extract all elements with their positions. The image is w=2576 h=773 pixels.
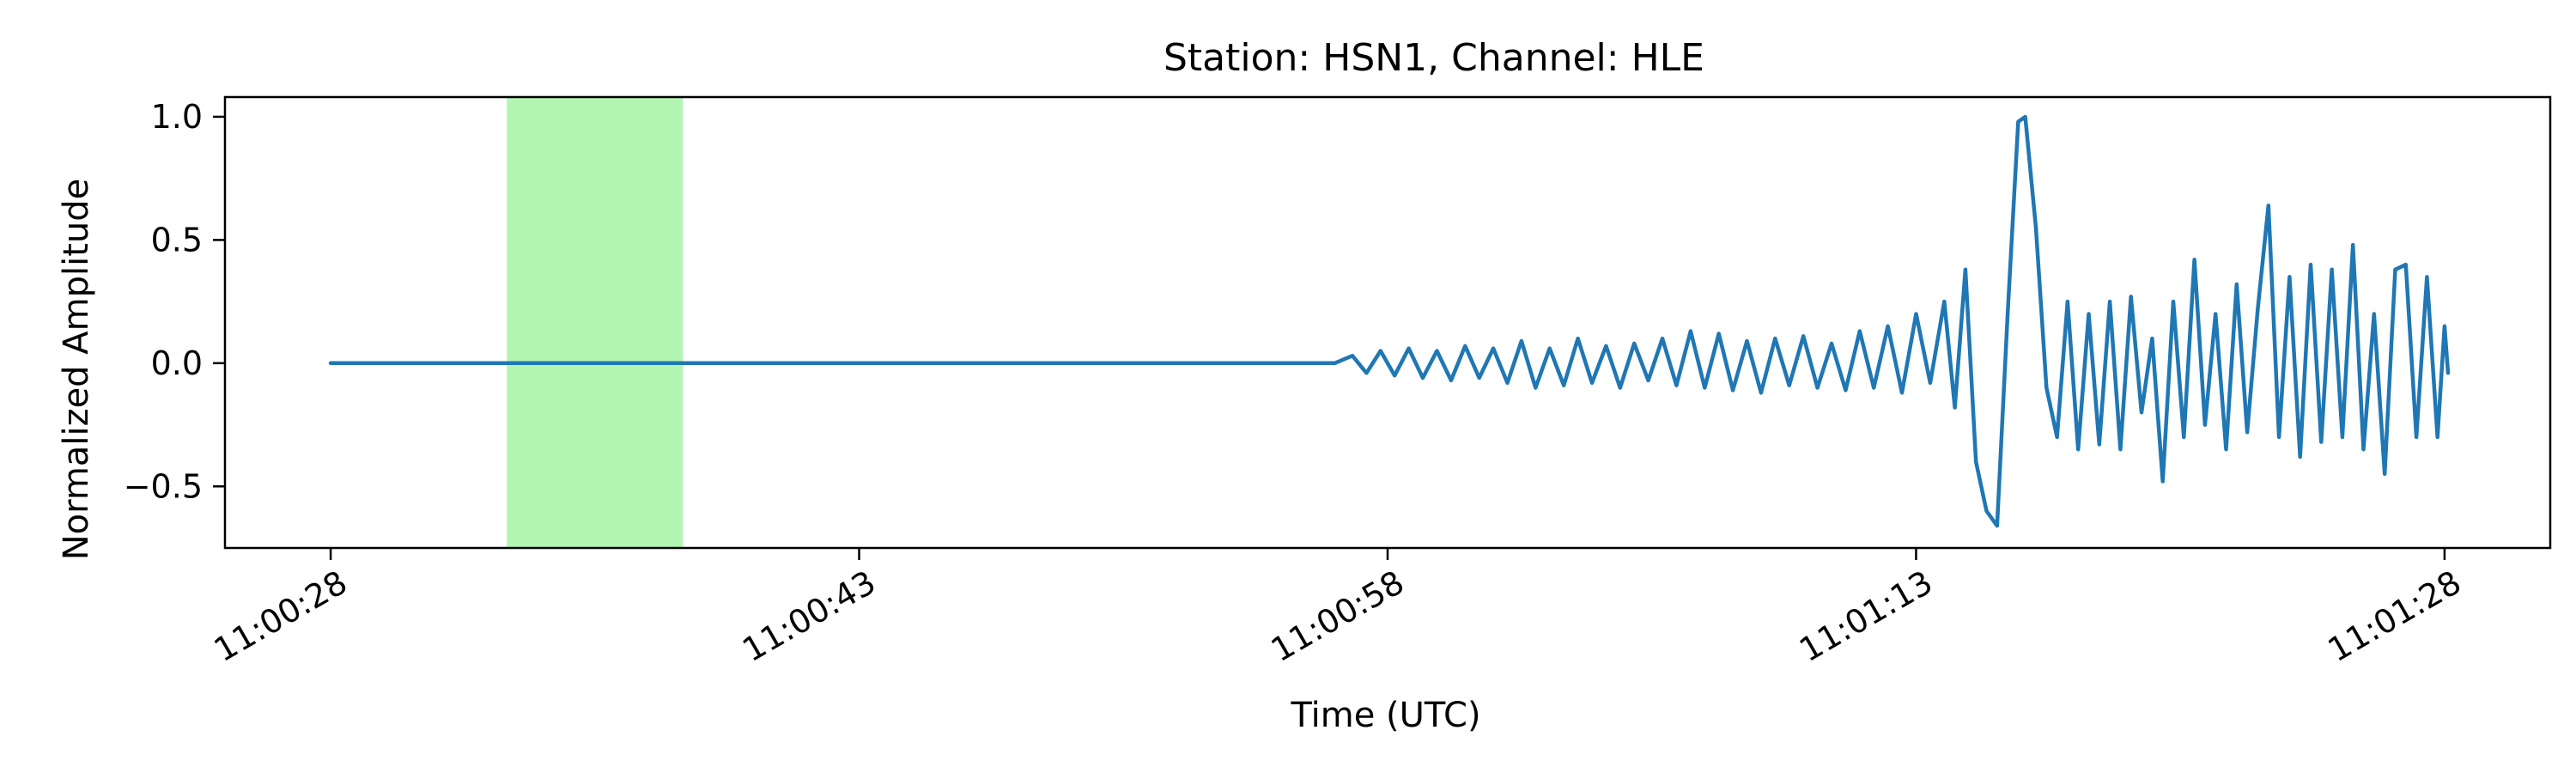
plot-area bbox=[328, 97, 2451, 548]
y-tick-label: −0.5 bbox=[124, 467, 203, 505]
x-tick-label: 11:00:28 bbox=[208, 563, 354, 669]
highlight-window bbox=[507, 97, 683, 548]
x-axis-label: Time (UTC) bbox=[1290, 696, 1480, 735]
x-axis: 11:00:28 11:00:43 11:00:58 11:01:13 11:01:28 bbox=[208, 548, 2468, 669]
x-tick-label: 11:00:58 bbox=[1265, 563, 1411, 669]
series-line-0 bbox=[328, 114, 2451, 528]
y-axis: 1.0 0.5 0.0 −0.5 bbox=[124, 98, 225, 505]
chart-title: Station: HSN1, Channel: HLE bbox=[1163, 36, 1704, 80]
y-axis-label: Normalized Amplitude bbox=[57, 179, 96, 561]
y-tick-label: 0.5 bbox=[151, 221, 203, 259]
x-tick-label: 11:00:43 bbox=[736, 563, 882, 669]
x-tick-label: 11:01:13 bbox=[1793, 563, 1939, 669]
y-tick-label: 1.0 bbox=[151, 98, 203, 136]
y-tick-label: 0.0 bbox=[151, 344, 203, 382]
x-tick-label: 11:01:28 bbox=[2322, 563, 2468, 669]
